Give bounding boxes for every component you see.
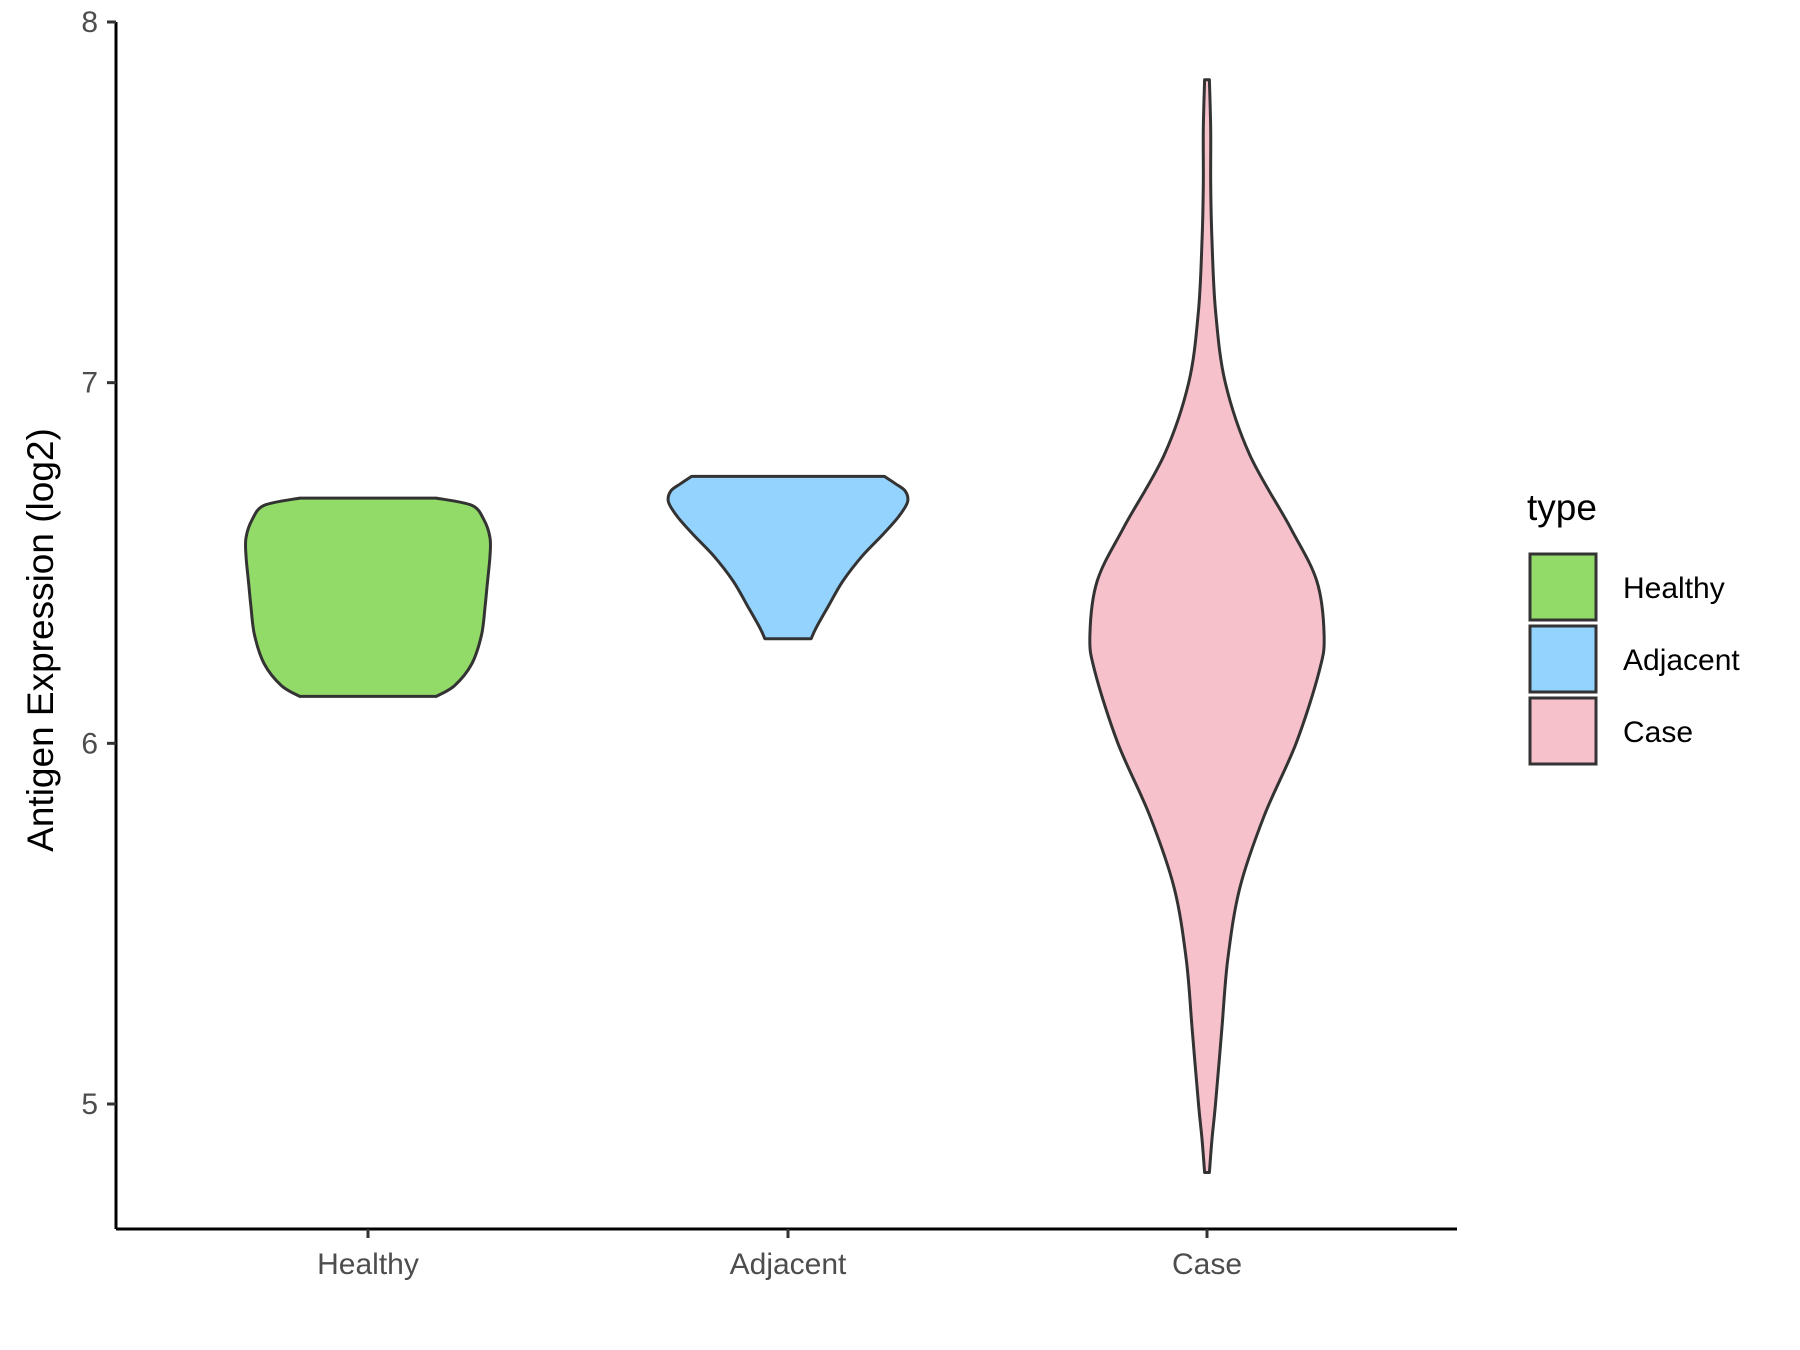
y-tick-label: 7	[81, 367, 98, 400]
legend: type Healthy Adjacent Case	[1527, 487, 1740, 766]
x-axis-ticks: Healthy Adjacent Case	[317, 1229, 1242, 1281]
legend-key-adjacent	[1528, 624, 1598, 694]
violin-layer	[243, 78, 1326, 1174]
legend-key-healthy	[1528, 552, 1598, 622]
y-axis-title: Antigen Expression (log2)	[20, 428, 61, 852]
legend-label-case: Case	[1623, 716, 1693, 749]
x-tick-label-adjacent: Adjacent	[730, 1248, 847, 1281]
y-tick-label: 6	[81, 727, 98, 760]
legend-key-case	[1528, 696, 1598, 766]
y-tick-label: 8	[81, 6, 98, 39]
x-tick-label-case: Case	[1172, 1248, 1242, 1281]
legend-label-healthy: Healthy	[1623, 572, 1725, 605]
violin-case	[1088, 78, 1326, 1174]
y-tick-label: 5	[81, 1088, 98, 1121]
legend-label-adjacent: Adjacent	[1623, 644, 1740, 677]
legend-title: type	[1527, 487, 1597, 528]
y-axis-ticks: 5 6 7 8	[81, 6, 116, 1121]
x-tick-label-healthy: Healthy	[317, 1248, 419, 1281]
violin-adjacent	[666, 474, 910, 641]
violin-healthy	[243, 496, 493, 698]
